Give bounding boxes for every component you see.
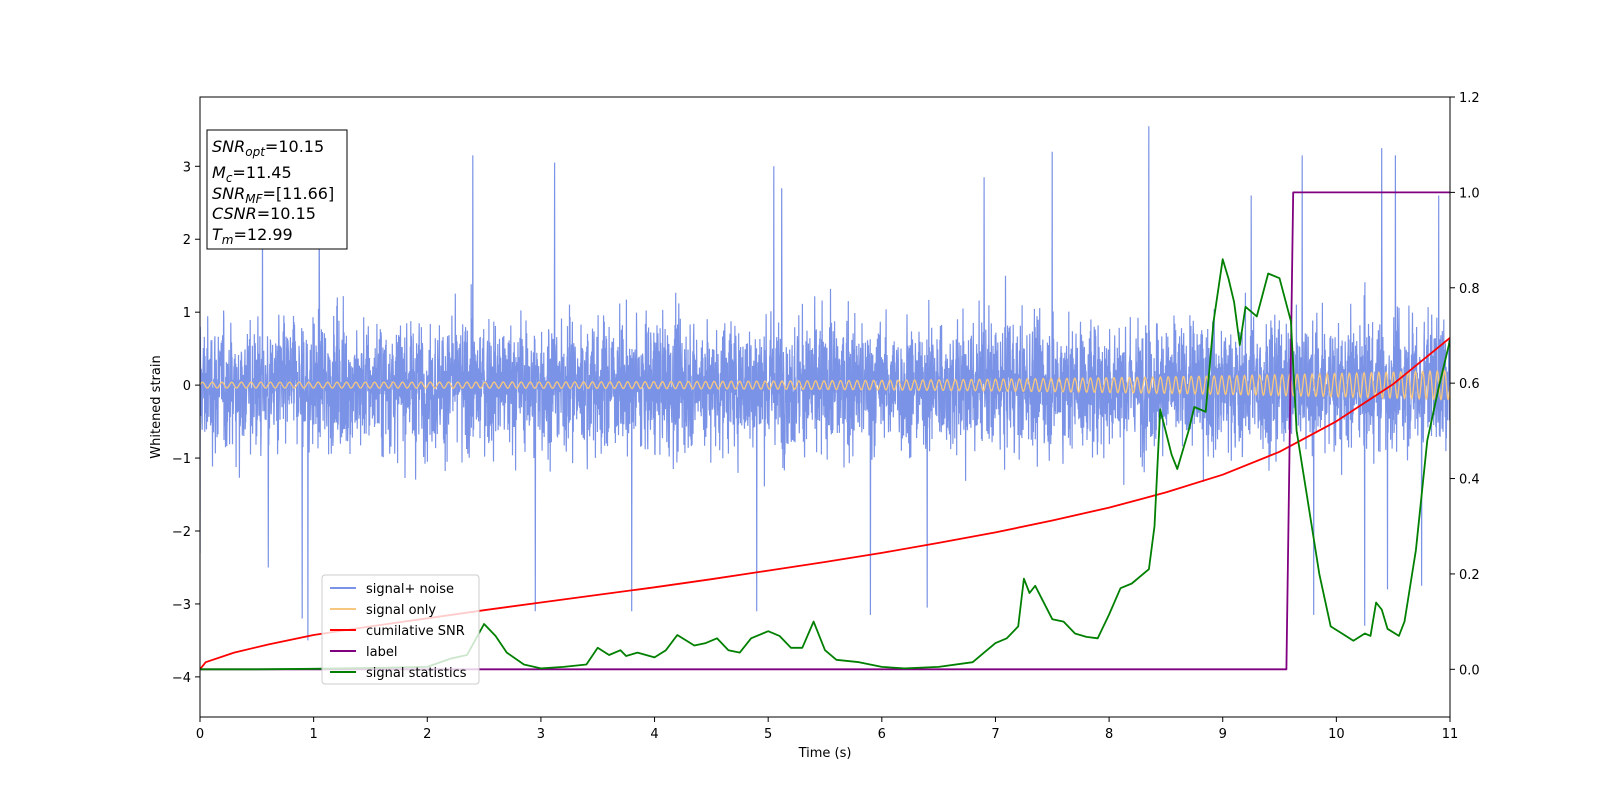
y-left-tick-label: −3 bbox=[172, 598, 191, 613]
series-line-cumilative-snr bbox=[200, 337, 1450, 670]
series-line-signal-statistics bbox=[200, 258, 1450, 671]
y-right-tick-label: 1.0 bbox=[1459, 186, 1480, 201]
y-left-tick-label: −4 bbox=[172, 671, 191, 686]
y-axis-label: Whitened strain bbox=[149, 355, 164, 458]
y-left-tick-label: −1 bbox=[172, 452, 191, 467]
x-tick-label: 11 bbox=[1442, 727, 1459, 742]
x-tick-label: 10 bbox=[1328, 727, 1345, 742]
series-line-signal-only bbox=[200, 369, 1450, 401]
info-line: SNRMF=[11.66] bbox=[212, 184, 334, 206]
legend-label: cumilative SNR bbox=[366, 624, 465, 639]
x-axis: 0 1 2 3 4 5 6 7 8 9 10 11 bbox=[196, 717, 1458, 742]
series-line-label bbox=[200, 191, 1450, 671]
y-left-tick-label: 1 bbox=[183, 306, 191, 321]
x-tick-label: 8 bbox=[1105, 727, 1113, 742]
y-right-tick-label: 0.2 bbox=[1459, 568, 1480, 583]
x-tick-label: 9 bbox=[1219, 727, 1227, 742]
info-box: SNRopt=10.15 Mc=11.45SNRMF=[11.66]CSNR=10… bbox=[206, 129, 348, 250]
series-layer bbox=[200, 126, 1450, 671]
info-line: CSNR=10.15 bbox=[212, 204, 316, 223]
info-line: SNRopt=10.15 bbox=[212, 137, 324, 159]
y-left-tick-label: −2 bbox=[172, 525, 191, 540]
x-tick-label: 3 bbox=[537, 727, 545, 742]
y-left-tick-label: 3 bbox=[183, 160, 191, 175]
legend-label: signal only bbox=[366, 603, 436, 618]
x-tick-label: 2 bbox=[423, 727, 431, 742]
info-line: Mc=11.45 bbox=[212, 163, 292, 185]
y-right-tick-label: 0.0 bbox=[1459, 663, 1480, 678]
x-tick-label: 4 bbox=[650, 727, 658, 742]
y-left-tick-label: 0 bbox=[183, 379, 191, 394]
y-axis-right: 1.2 1.0 0.8 0.6 0.4 0.2 0.0 bbox=[1450, 91, 1480, 678]
info-line: Tm=12.99 bbox=[212, 225, 293, 247]
x-tick-label: 1 bbox=[309, 727, 317, 742]
legend-items: signal+ noise signal only cumilative SNR la… bbox=[330, 582, 467, 681]
info-box-frame bbox=[206, 129, 348, 250]
y-right-tick-label: 0.4 bbox=[1459, 473, 1480, 488]
y-right-tick-label: 0.8 bbox=[1459, 282, 1480, 297]
x-tick-label: 7 bbox=[991, 727, 999, 742]
legend-frame bbox=[321, 574, 480, 685]
info-box-lines: SNRopt=10.15 Mc=11.45SNRMF=[11.66]CSNR=10… bbox=[212, 137, 334, 247]
legend: signal+ noise signal only cumilative SNR la… bbox=[321, 574, 480, 685]
legend-label: label bbox=[366, 645, 397, 660]
x-tick-label: 6 bbox=[878, 727, 886, 742]
y-axis-left: 3 2 1 0 −1 −2 −3 −4 bbox=[172, 160, 200, 686]
series-line-signal-noise bbox=[200, 126, 1450, 641]
x-axis-label: Time (s) bbox=[798, 746, 852, 761]
x-tick-label: 0 bbox=[196, 727, 204, 742]
plot-frame bbox=[199, 96, 1451, 718]
y-right-tick-label: 0.6 bbox=[1459, 377, 1480, 392]
y-left-tick-label: 2 bbox=[183, 233, 191, 248]
x-tick-label: 5 bbox=[764, 727, 772, 742]
legend-label: signal statistics bbox=[366, 666, 467, 681]
y-right-tick-label: 1.2 bbox=[1459, 91, 1480, 106]
legend-label: signal+ noise bbox=[366, 582, 454, 597]
